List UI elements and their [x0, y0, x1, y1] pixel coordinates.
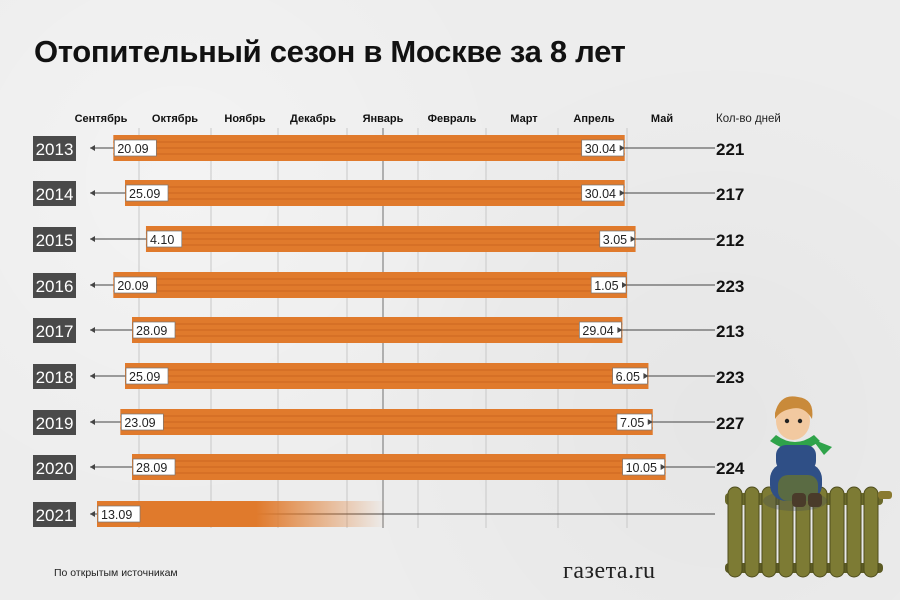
- month-label: Сентябрь: [75, 113, 128, 125]
- start-date-box: [146, 230, 183, 248]
- start-date-box: [125, 184, 169, 202]
- year-box: [33, 136, 76, 161]
- start-date-label: 25.09: [129, 370, 160, 384]
- year-box: [33, 364, 76, 389]
- start-date-box: [132, 458, 176, 476]
- row-end-arrow: [617, 327, 623, 333]
- start-date-box: [132, 321, 176, 339]
- year-box: [33, 455, 76, 480]
- year-box: [33, 502, 76, 527]
- season-rows: 2013 20.09 30.04 221 2014 25.09 30.04 217 2015 4.…: [33, 135, 745, 527]
- year-box: [33, 318, 76, 343]
- month-label: Март: [510, 113, 538, 125]
- year-label: 2020: [36, 459, 74, 478]
- season-row-2015: 2015 4.10 3.05 212: [33, 226, 744, 252]
- season-row-2021: 2021 13.09: [33, 501, 715, 527]
- year-box: [33, 273, 76, 298]
- row-end-arrow: [647, 419, 653, 425]
- start-date-box: [113, 139, 157, 157]
- chart-title: Отопительный сезон в Москве за 8 лет: [34, 34, 626, 69]
- row-axis-arrow: [90, 464, 95, 470]
- year-box: [33, 181, 76, 206]
- row-end-arrow: [660, 464, 666, 470]
- row-axis-arrow: [90, 282, 95, 288]
- year-label: 2017: [36, 322, 74, 341]
- end-date-label: 3.05: [603, 233, 627, 247]
- year-label: 2018: [36, 368, 74, 387]
- year-label: 2013: [36, 140, 74, 159]
- row-axis-arrow: [90, 419, 95, 425]
- days-count: 212: [716, 231, 744, 250]
- radiator-icon: [725, 486, 892, 578]
- end-date-label: 6.05: [616, 370, 640, 384]
- year-label: 2014: [36, 185, 74, 204]
- start-date-box: [125, 367, 169, 385]
- brand-logo: газета.ru: [563, 558, 656, 584]
- end-date-label: 1.05: [594, 279, 618, 293]
- row-end-arrow: [619, 145, 625, 151]
- row-end-arrow: [643, 373, 649, 379]
- days-column-header: Кол-во дней: [716, 113, 781, 125]
- row-axis-arrow: [90, 190, 95, 196]
- start-date-label: 20.09: [117, 142, 148, 156]
- year-label: 2019: [36, 414, 74, 433]
- year-box: [33, 410, 76, 435]
- boy-icon: [763, 396, 832, 511]
- year-label: 2015: [36, 231, 74, 250]
- start-date-label: 28.09: [136, 461, 167, 475]
- season-row-2016: 2016 20.09 1.05 223: [33, 272, 744, 298]
- start-date-label: 23.09: [124, 416, 155, 430]
- year-box: [33, 227, 76, 252]
- days-count: 224: [716, 459, 745, 478]
- start-date-label: 13.09: [101, 508, 132, 522]
- season-row-2017: 2017 28.09 29.04 213: [33, 317, 744, 343]
- start-date-box: [113, 276, 157, 294]
- row-axis-arrow: [90, 373, 95, 379]
- days-count: 221: [716, 140, 744, 159]
- start-date-label: 28.09: [136, 324, 167, 338]
- season-row-2020: 2020 28.09 10.05 224: [33, 454, 745, 480]
- season-row-2013: 2013 20.09 30.04 221: [33, 135, 744, 161]
- month-label: Октябрь: [152, 113, 198, 125]
- start-date-label: 25.09: [129, 187, 160, 201]
- season-row-2018: 2018 25.09 6.05 223: [33, 363, 744, 389]
- days-count: 223: [716, 368, 744, 387]
- row-axis-arrow: [90, 145, 95, 151]
- days-count: 223: [716, 277, 744, 296]
- month-label: Апрель: [573, 113, 614, 125]
- start-date-box: [120, 413, 164, 431]
- year-label: 2021: [36, 506, 74, 525]
- row-end-arrow: [619, 190, 625, 196]
- source-note: По открытым источникам: [54, 567, 178, 579]
- days-count: 227: [716, 414, 744, 433]
- end-date-label: 7.05: [620, 416, 644, 430]
- season-row-2014: 2014 25.09 30.04 217: [33, 180, 744, 206]
- end-date-label: 30.04: [585, 142, 616, 156]
- row-axis-arrow: [90, 327, 95, 333]
- days-count: 213: [716, 322, 744, 341]
- season-bar: [97, 501, 386, 527]
- month-label: Май: [651, 113, 673, 125]
- days-count: 217: [716, 185, 744, 204]
- season-row-2019: 2019 23.09 7.05 227: [33, 409, 744, 435]
- month-label: Декабрь: [290, 113, 336, 125]
- start-date-box: [97, 505, 141, 523]
- end-date-label: 30.04: [585, 187, 616, 201]
- month-label: Февраль: [428, 113, 477, 125]
- month-labels: Сентябрь Октябрь Ноябрь Декабрь Январь Феврал…: [75, 113, 781, 125]
- row-end-arrow: [630, 236, 636, 242]
- year-label: 2016: [36, 277, 74, 296]
- end-date-label: 29.04: [582, 324, 613, 338]
- month-label: Ноябрь: [224, 113, 265, 125]
- start-date-label: 20.09: [117, 279, 148, 293]
- row-end-arrow: [622, 282, 627, 288]
- month-label: Январь: [363, 113, 404, 125]
- row-axis-arrow: [90, 511, 95, 517]
- start-date-label: 4.10: [150, 233, 174, 247]
- end-date-label: 10.05: [626, 461, 657, 475]
- boy-on-radiator-illustration: [725, 396, 892, 578]
- row-axis-arrow: [90, 236, 95, 242]
